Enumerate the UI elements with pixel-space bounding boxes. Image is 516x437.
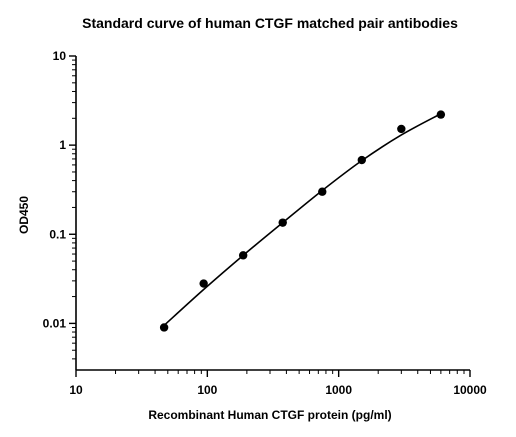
data-points	[159, 110, 446, 332]
fit-curve-group	[163, 113, 442, 326]
y-axis-label: OD450	[17, 196, 31, 234]
x-tick-label: 10	[69, 383, 83, 397]
y-tick-label: 0.01	[43, 316, 67, 330]
chart-title: Standard curve of human CTGF matched pai…	[82, 15, 458, 31]
data-point	[238, 251, 248, 260]
axes	[75, 56, 470, 371]
y-tick-label: 0.1	[49, 227, 66, 241]
fit-curve	[163, 113, 442, 326]
data-point	[318, 187, 327, 196]
x-axis-label: Recombinant Human CTGF protein (pg/ml)	[148, 408, 391, 422]
tick-labels: 10 100 1000 10000 0.01 0.1 1 10	[43, 49, 487, 397]
y-tick-label: 1	[59, 138, 66, 152]
data-point	[159, 323, 169, 332]
data-point	[278, 218, 287, 227]
data-point	[397, 124, 406, 134]
ticks	[69, 55, 471, 377]
x-tick-label: 10000	[453, 383, 487, 397]
x-tick-label: 1000	[325, 383, 352, 397]
data-point	[357, 155, 366, 165]
data-point	[436, 110, 446, 119]
x-tick-label: 100	[197, 383, 217, 397]
y-tick-label: 10	[53, 49, 67, 63]
data-point	[199, 279, 208, 288]
